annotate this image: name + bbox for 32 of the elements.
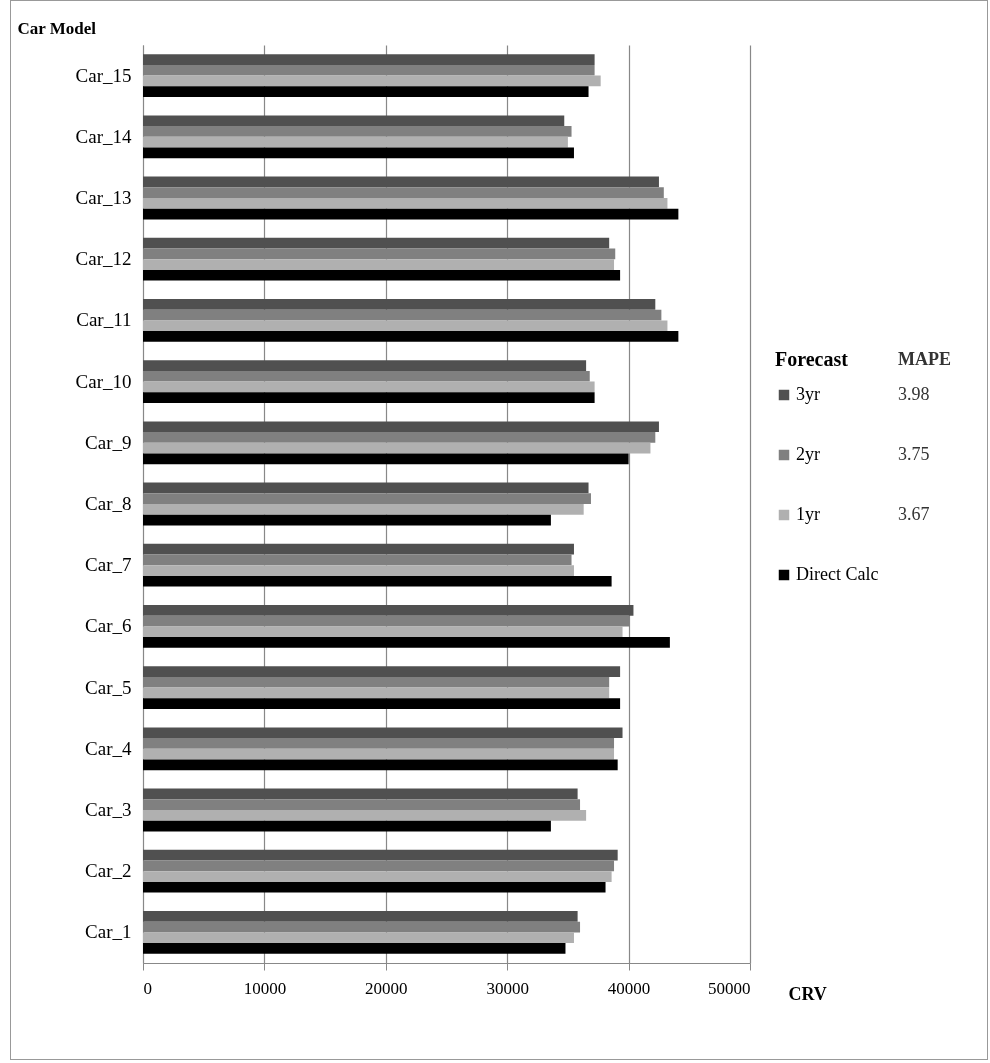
y-tick-label: Car_8 <box>85 493 132 514</box>
y-tick-label: Car_1 <box>85 921 132 943</box>
y-axis-title: Car Model <box>17 18 97 38</box>
y-tick-label: Car_7 <box>85 554 132 576</box>
x-tick-label: 40000 <box>607 978 651 998</box>
y-tick-label: Car_9 <box>85 431 132 453</box>
x-tick-label: 50000 <box>708 978 751 998</box>
x-tick-label: 0 <box>143 978 152 998</box>
x-tick-label: 10000 <box>243 978 287 998</box>
x-tick-label: 20000 <box>365 978 408 998</box>
text: 3.98 <box>898 384 930 404</box>
y-tick-label: Car_5 <box>85 676 132 698</box>
y-tick-label: Car_10 <box>75 370 132 392</box>
x-tick-label: 30000 <box>486 978 529 998</box>
y-tick-label: Car_2 <box>85 860 132 882</box>
y-tick-label: Car_14 <box>75 125 132 147</box>
legend-label: Direct Calc <box>796 564 879 584</box>
legend-label: 1yr <box>796 504 820 524</box>
legend-title: Forecast <box>775 348 849 370</box>
text: 3.75 <box>898 444 930 464</box>
x-axis-title: CRV <box>788 983 827 1004</box>
text: MAPE <box>898 349 951 369</box>
text: 3.67 <box>898 504 930 524</box>
y-tick-label: Car_15 <box>75 64 132 86</box>
y-tick-label: Car_12 <box>75 248 132 270</box>
legend-label: 3yr <box>796 384 820 404</box>
legend-label: 2yr <box>796 444 820 464</box>
y-tick-label: Car_11 <box>76 309 132 331</box>
y-tick-label: Car_6 <box>85 615 132 637</box>
y-tick-label: Car_4 <box>85 737 132 759</box>
y-tick-label: Car_13 <box>75 187 132 208</box>
y-tick-label: Car_3 <box>85 799 132 820</box>
